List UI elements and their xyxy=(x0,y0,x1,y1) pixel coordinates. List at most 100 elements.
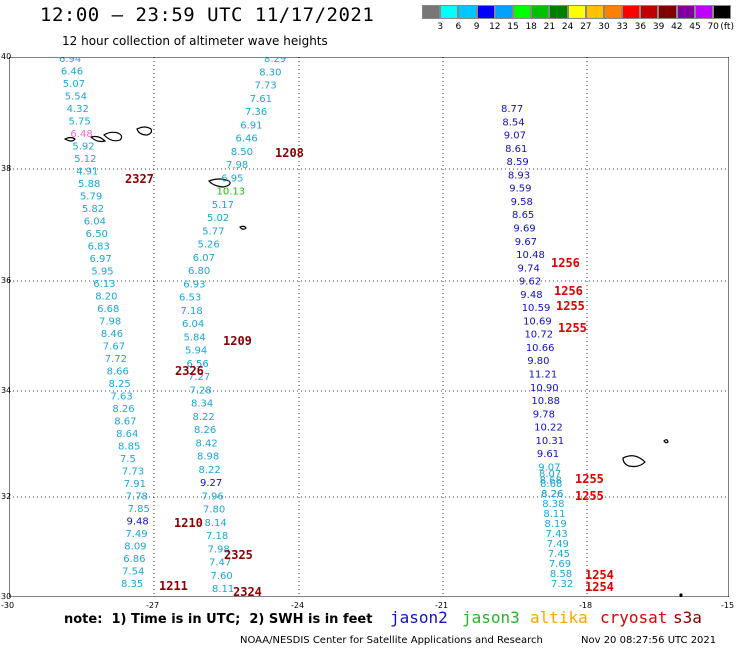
wave-height-value: 5.82 xyxy=(82,204,104,215)
wave-height-value: 8.22 xyxy=(193,412,215,423)
color-scale-label: 70 xyxy=(707,22,719,32)
wave-height-value: 6.46 xyxy=(236,134,258,145)
wave-height-value: 5.94 xyxy=(185,346,207,357)
wave-height-value: 6.97 xyxy=(89,254,111,265)
longitude-label: -21 xyxy=(435,601,449,610)
wave-height-value: 6.86 xyxy=(123,554,145,565)
island-azores-3 xyxy=(63,136,76,142)
wave-height-value: 8.66 xyxy=(107,367,129,378)
color-scale-label: 15 xyxy=(507,22,519,32)
color-scale-label: 21 xyxy=(543,22,556,32)
wave-height-value: 4.91 xyxy=(76,167,98,178)
wave-height-value: 8.54 xyxy=(502,117,524,128)
wave-height-value: 10.48 xyxy=(516,250,545,261)
wave-height-value: 5.12 xyxy=(74,154,96,165)
page-title: 12:00 – 23:59 UTC 11/17/2021 xyxy=(40,4,375,26)
wave-height-value: 8.85 xyxy=(118,442,140,453)
color-scale-swatch xyxy=(494,5,513,19)
color-scale-label: 18 xyxy=(525,22,537,32)
wave-height-value: 8.26 xyxy=(541,489,563,500)
wave-height-value: 8.59 xyxy=(507,157,529,168)
wave-height-value: 9.69 xyxy=(513,223,535,234)
wave-height-value: 7.85 xyxy=(128,504,150,515)
map-grid xyxy=(9,57,729,597)
wave-height-value: 9.67 xyxy=(515,237,537,248)
wave-height-value: 5.54 xyxy=(65,92,87,103)
wave-height-value: 7.63 xyxy=(110,392,132,403)
wave-height-value: 9.58 xyxy=(511,197,533,208)
legend-item-cryosat: cryosat xyxy=(600,608,668,627)
wave-height-value: 6.50 xyxy=(86,229,108,240)
wave-height-value: 7.67 xyxy=(103,342,125,353)
wave-height-value: 9.27 xyxy=(200,478,222,489)
pass-time-label: 1255 xyxy=(556,299,585,313)
latitude-label: 40 xyxy=(1,52,12,61)
color-scale-swatch xyxy=(676,5,695,19)
latitude-label: 38 xyxy=(1,164,12,173)
wave-height-value: 9.78 xyxy=(533,409,555,420)
wave-height-value: 7.98 xyxy=(208,544,230,555)
wave-height-value: 8.93 xyxy=(508,170,530,181)
color-scale-label: 3 xyxy=(437,22,444,32)
color-scale-label: 6 xyxy=(455,22,462,32)
wave-height-value: 8.68 xyxy=(540,476,562,487)
wave-height-value: 11.21 xyxy=(529,370,558,381)
wave-height-value: 8.19 xyxy=(544,519,566,530)
wave-height-value: 6.04 xyxy=(182,319,204,330)
color-scale-label: 12 xyxy=(489,22,501,32)
wave-height-value: 6.46 xyxy=(61,67,83,78)
color-scale-swatch xyxy=(640,5,659,19)
wave-height-value: 8.35 xyxy=(121,579,143,590)
timestamp: Nov 20 08:27:56 UTC 2021 xyxy=(581,635,717,646)
wave-height-value: 6.83 xyxy=(88,242,110,253)
island-azores-2 xyxy=(136,126,153,136)
wave-height-value: 7.60 xyxy=(211,571,233,582)
wave-height-value: 8.64 xyxy=(116,429,138,440)
color-scale-swatch xyxy=(549,5,568,19)
wave-height-value: 8.26 xyxy=(112,404,134,415)
wave-height-value: 6.93 xyxy=(183,279,205,290)
wave-height-value: 7.27 xyxy=(188,372,210,383)
pass-time-label: 2326 xyxy=(175,364,204,378)
wave-height-value: 9.48 xyxy=(520,290,542,301)
wave-height-value: 9.80 xyxy=(527,356,549,367)
wave-height-value: 8.07 xyxy=(539,469,561,480)
wave-height-value: 8.68 xyxy=(540,479,562,490)
color-scale-swatch xyxy=(440,5,459,19)
longitude-label: -24 xyxy=(291,601,305,610)
wave-height-value: 7.78 xyxy=(126,492,148,503)
wave-height-value: 9.48 xyxy=(126,517,148,528)
color-scale-label: 36 xyxy=(634,22,647,32)
wave-height-value: 10.22 xyxy=(534,423,563,434)
wave-height-value: 8.65 xyxy=(512,210,534,221)
wave-height-value: 7.73 xyxy=(255,81,277,92)
pass-time-label: 1256 xyxy=(551,256,580,270)
wave-height-value: 8.09 xyxy=(124,542,146,553)
wave-height-value: 5.92 xyxy=(72,142,94,153)
wave-height-value: 8.61 xyxy=(505,144,527,155)
longitude-label: -27 xyxy=(146,601,160,610)
color-scale-label: 42 xyxy=(671,22,683,32)
wave-height-value: 6.56 xyxy=(187,359,209,370)
wave-height-value: 9.59 xyxy=(509,184,531,195)
islands xyxy=(63,126,683,597)
wave-height-value: 7.69 xyxy=(549,559,571,570)
color-scale-swatch xyxy=(585,5,604,19)
island-madeira xyxy=(208,178,231,188)
pass-time-label: 1255 xyxy=(558,321,587,335)
wave-height-value: 5.75 xyxy=(69,117,91,128)
wave-height-value: 8.20 xyxy=(95,292,117,303)
wave-height-value: 7.45 xyxy=(548,549,570,560)
color-scale-unit: (ft) xyxy=(720,22,734,32)
wave-height-value: 8.30 xyxy=(259,67,281,78)
wave-height-value: 7.5 xyxy=(120,454,136,465)
island-azores-4 xyxy=(89,135,107,143)
wave-height-value: 6.95 xyxy=(221,173,243,184)
wave-height-value: 8.67 xyxy=(114,417,136,428)
wave-height-value: 8.98 xyxy=(197,452,219,463)
color-scale-label: 27 xyxy=(580,22,592,32)
legend-item-jason2: jason2 xyxy=(390,608,448,627)
wave-height-value: 7.18 xyxy=(181,306,203,317)
wave-height-value: 7.28 xyxy=(190,385,212,396)
pass-time-label: 1208 xyxy=(275,146,304,160)
